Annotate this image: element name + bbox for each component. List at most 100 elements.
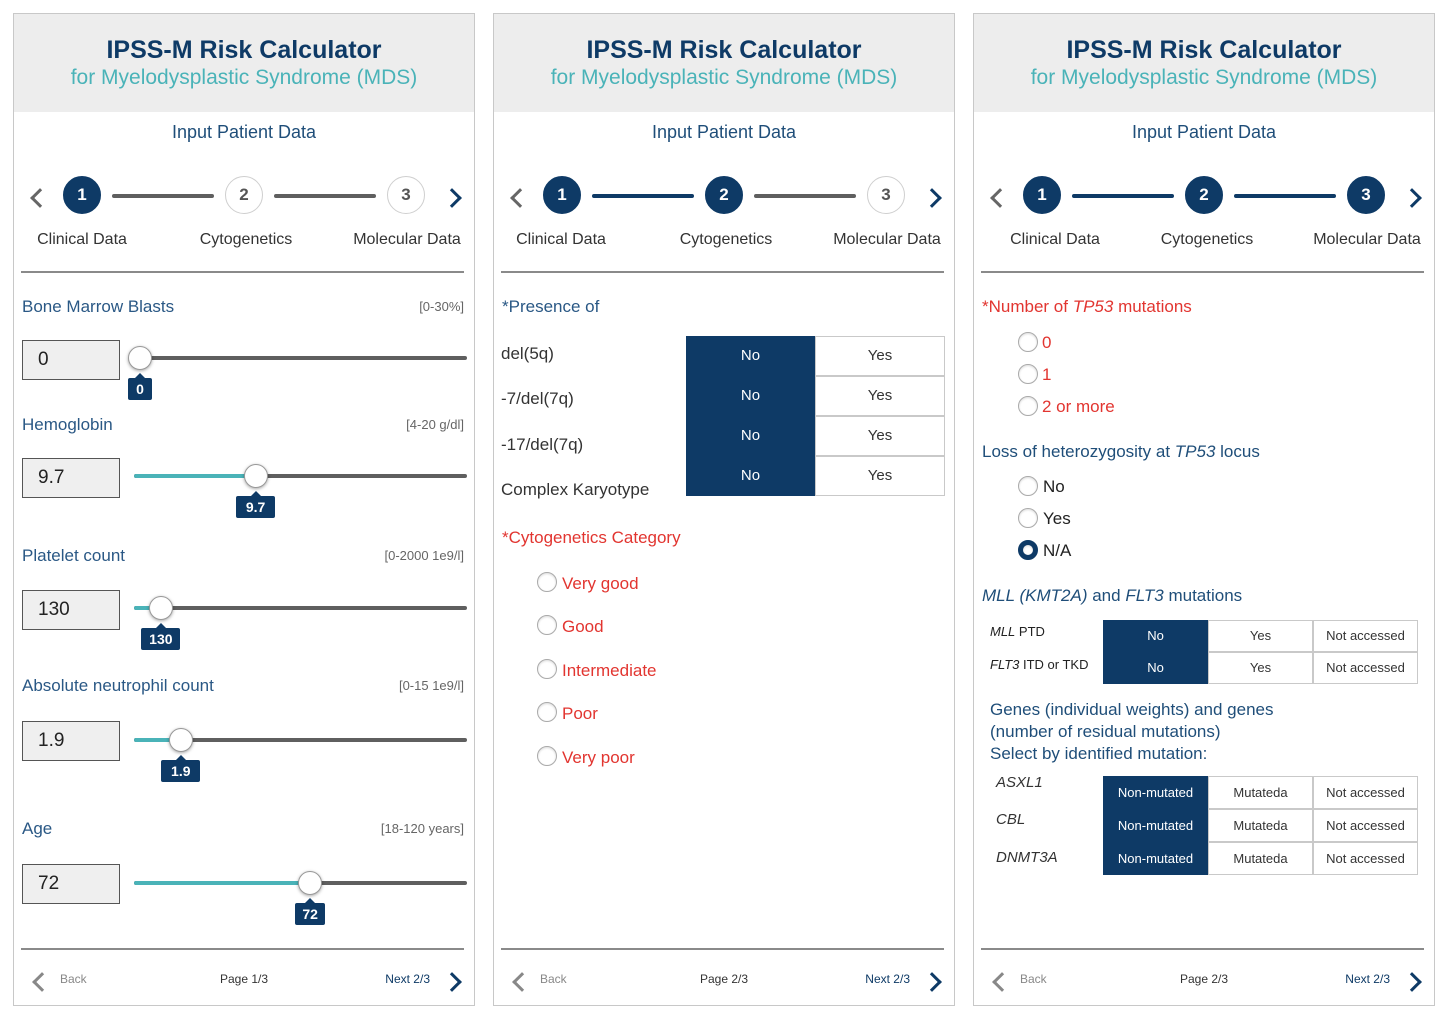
- flt3-yes-toggle[interactable]: Yes: [1208, 652, 1313, 684]
- chevron-left-icon[interactable]: [990, 188, 1010, 208]
- mll-na-toggle[interactable]: Not accessed: [1313, 620, 1418, 652]
- hemoglobin-slider[interactable]: 9.7: [134, 464, 467, 518]
- category-radio-very-poor[interactable]: [537, 746, 557, 766]
- anc-input[interactable]: 1.9: [22, 721, 120, 761]
- chevron-right-icon[interactable]: [1402, 188, 1422, 208]
- asxl1-mutated-toggle[interactable]: Mutateda: [1208, 776, 1313, 809]
- cbl-na-toggle[interactable]: Not accessed: [1313, 809, 1418, 842]
- loh-radio-na[interactable]: [1018, 540, 1038, 560]
- page-indicator: Page 1/3: [219, 972, 269, 986]
- cbl-nonmutated-toggle[interactable]: Non-mutated: [1103, 809, 1208, 842]
- slider-handle[interactable]: [168, 728, 193, 752]
- complex-yes-toggle[interactable]: Yes: [815, 456, 945, 496]
- platelet-slider[interactable]: 130: [134, 596, 467, 650]
- mll-no-toggle[interactable]: No: [1103, 620, 1208, 652]
- step-3[interactable]: 3: [387, 176, 425, 214]
- next-button[interactable]: Next 2/3: [865, 972, 910, 986]
- step-3[interactable]: 3: [867, 176, 905, 214]
- step-3[interactable]: 3: [1347, 176, 1385, 214]
- category-radio-good[interactable]: [537, 615, 557, 635]
- next-button[interactable]: Next 2/3: [1345, 972, 1390, 986]
- step-1[interactable]: 1: [63, 176, 101, 214]
- dnmt3a-mutated-toggle[interactable]: Mutateda: [1208, 842, 1313, 875]
- presence-title: *Presence of: [502, 297, 600, 316]
- slider-value-tooltip: 0: [128, 373, 152, 400]
- step-label-cytogenetics: Cytogenetics: [679, 231, 773, 248]
- tp53-radio-0[interactable]: [1018, 332, 1038, 352]
- gene-label-cbl: CBL: [996, 811, 1026, 828]
- dnmt3a-nonmutated-toggle[interactable]: Non-mutated: [1103, 842, 1208, 875]
- slider-handle[interactable]: [243, 464, 268, 488]
- app-title: IPSS-M Risk Calculator: [1066, 36, 1342, 64]
- cyto-label-del7q: -7/del(7q): [501, 389, 574, 408]
- category-radio-very-good[interactable]: [537, 572, 557, 592]
- back-button[interactable]: Back: [540, 972, 567, 986]
- panel-cytogenetics: IPSS-M Risk Calculator for Myelodysplast…: [493, 13, 955, 1006]
- step-2[interactable]: 2: [705, 176, 743, 214]
- field-range-platelet: [0-2000 1e9/l]: [384, 548, 464, 563]
- app-subtitle: for Myelodysplastic Syndrome (MDS): [1030, 66, 1378, 89]
- page-indicator: Page 2/3: [1179, 972, 1229, 986]
- loh-title-gene: TP53: [1174, 442, 1216, 461]
- step-label-clinical: Clinical Data: [516, 231, 606, 248]
- platelet-input[interactable]: 130: [22, 590, 120, 630]
- divider: [501, 948, 944, 950]
- age-input[interactable]: 72: [22, 864, 120, 904]
- dnmt3a-na-toggle[interactable]: Not accessed: [1313, 842, 1418, 875]
- back-button[interactable]: Back: [1020, 972, 1047, 986]
- chevron-right-icon[interactable]: [922, 188, 942, 208]
- tp53-radio-2[interactable]: [1018, 396, 1038, 416]
- blasts-input[interactable]: 0: [22, 340, 120, 380]
- loh-radio-no[interactable]: [1018, 476, 1038, 496]
- slider-fill: [134, 738, 181, 742]
- hemoglobin-input[interactable]: 9.7: [22, 458, 120, 498]
- asxl1-na-toggle[interactable]: Not accessed: [1313, 776, 1418, 809]
- step-label-cytogenetics: Cytogenetics: [199, 231, 293, 248]
- tp53-title: *Number of TP53 mutations: [982, 297, 1192, 317]
- cyto-label-del5q: del(5q): [501, 344, 554, 363]
- step-2[interactable]: 2: [1185, 176, 1223, 214]
- tp53-radio-1[interactable]: [1018, 364, 1038, 384]
- step-2[interactable]: 2: [225, 176, 263, 214]
- field-range-age: [18-120 years]: [380, 821, 464, 836]
- field-range-blasts: [0-30%]: [419, 299, 464, 314]
- age-slider[interactable]: 72: [134, 871, 467, 925]
- blasts-slider[interactable]: 0: [128, 346, 467, 400]
- tp53-title-post: mutations: [1113, 297, 1192, 316]
- field-label-age: Age: [22, 819, 53, 838]
- loh-title: Loss of heterozygosity at TP53 locus: [982, 442, 1260, 462]
- mll-yes-toggle[interactable]: Yes: [1208, 620, 1313, 652]
- divider: [501, 271, 944, 273]
- back-button[interactable]: Back: [60, 972, 87, 986]
- step-1[interactable]: 1: [1023, 176, 1061, 214]
- chevron-left-icon[interactable]: [30, 188, 50, 208]
- category-radio-poor[interactable]: [537, 702, 557, 722]
- cbl-mutated-toggle[interactable]: Mutateda: [1208, 809, 1313, 842]
- step-connector: [274, 194, 376, 198]
- del17-yes-toggle[interactable]: Yes: [815, 416, 945, 456]
- next-button[interactable]: Next 2/3: [385, 972, 430, 986]
- category-radio-intermediate[interactable]: [537, 659, 557, 679]
- del7q-yes-toggle[interactable]: Yes: [815, 376, 945, 416]
- mll-title-and: and: [1087, 586, 1126, 605]
- complex-no-toggle[interactable]: No: [686, 456, 815, 496]
- del17-no-toggle[interactable]: No: [686, 416, 815, 456]
- asxl1-nonmutated-toggle[interactable]: Non-mutated: [1103, 776, 1208, 809]
- slider-handle[interactable]: [128, 346, 152, 370]
- chevron-left-icon[interactable]: [510, 188, 530, 208]
- anc-slider[interactable]: 1.9: [134, 728, 467, 782]
- del7q-no-toggle[interactable]: No: [686, 376, 815, 416]
- genes-line-3: Select by identified mutation:: [990, 744, 1208, 763]
- chevron-right-icon[interactable]: [442, 188, 462, 208]
- flt3-na-toggle[interactable]: Not accessed: [1313, 652, 1418, 684]
- loh-radio-yes[interactable]: [1018, 508, 1038, 528]
- slider-handle[interactable]: [148, 596, 173, 620]
- divider: [981, 948, 1424, 950]
- flt3-no-toggle[interactable]: No: [1103, 652, 1208, 684]
- slider-handle[interactable]: [298, 871, 323, 895]
- divider: [981, 271, 1424, 273]
- del5q-no-toggle[interactable]: No: [686, 336, 815, 376]
- del5q-yes-toggle[interactable]: Yes: [815, 336, 945, 376]
- step-1[interactable]: 1: [543, 176, 581, 214]
- cyto-label-del17: -17/del(7q): [501, 435, 584, 454]
